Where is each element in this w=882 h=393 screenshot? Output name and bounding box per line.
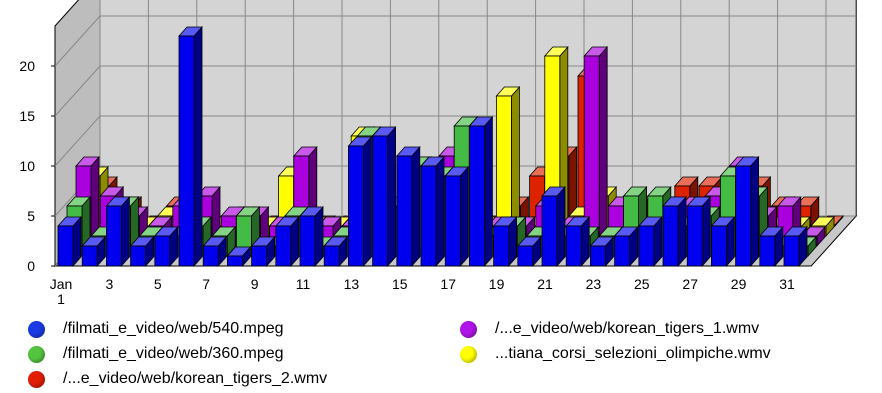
bar (371, 125, 397, 268)
x-tick-label: 15 (392, 276, 408, 292)
bar (250, 235, 276, 268)
bar (637, 215, 663, 268)
legend-item-korean-tigers-2: /...e_video/web/korean_tigers_2.wmv (28, 367, 327, 391)
x-axis-ticks: Jan 1 3 5 7 9 11 13 15 17 19 21 23 25 27 29 31 (50, 276, 795, 307)
x-tick-label: 19 (489, 276, 505, 292)
bar (734, 155, 760, 268)
y-axis-ticks: 0 5 10 15 20 (19, 58, 55, 274)
bar (492, 215, 518, 268)
legend-label: /...e_video/web/korean_tigers_2.wmv (63, 370, 328, 387)
grid-line-side (54, 115, 101, 167)
bar (129, 235, 155, 268)
bar (420, 155, 445, 268)
bar (395, 145, 421, 268)
bar (274, 215, 300, 268)
x-tick-label: 3 (106, 276, 114, 292)
x-tick-label: 23 (586, 276, 602, 292)
bar (495, 85, 521, 238)
bar (81, 235, 107, 268)
legend-label: /...e_video/web/korean_tigers_1.wmv (495, 320, 760, 337)
bar (178, 25, 203, 268)
bar (686, 195, 712, 268)
legend-label: ...tiana_corsi_selezioni_olimpiche.wmv (495, 345, 771, 362)
bar (444, 165, 470, 268)
bar (516, 235, 542, 268)
legend-swatch-icon (460, 320, 477, 338)
x-tick-label: 13 (344, 276, 360, 292)
y-tick-label: 20 (19, 58, 35, 74)
y-tick-label: 15 (19, 108, 35, 124)
legend-swatch-icon (460, 345, 477, 363)
legend: /filmati_e_video/web/540.mpeg /...e_vide… (0, 316, 882, 393)
bar (153, 225, 179, 268)
bars (57, 25, 844, 268)
x-tick-label: 21 (537, 276, 553, 292)
x-tick-label: 31 (779, 276, 795, 292)
bar (583, 45, 609, 248)
bar (758, 225, 784, 268)
bar (613, 225, 639, 268)
legend-label: /filmati_e_video/web/540.mpeg (63, 320, 284, 337)
y-tick-label: 10 (19, 158, 35, 174)
x-tick-label: 5 (154, 276, 162, 292)
legend-label: /filmati_e_video/web/360.mpeg (63, 345, 284, 362)
x-tick-label: 7 (202, 276, 210, 292)
grid-line-side (54, 15, 101, 67)
x-tick-label: 25 (634, 276, 650, 292)
bar (105, 195, 131, 268)
bar (202, 235, 228, 268)
bar (710, 215, 736, 268)
x-tick-label: 29 (731, 276, 747, 292)
bar (565, 215, 591, 268)
chart-plot: 0 5 10 15 20 Jan 1 3 5 7 9 11 13 15 17 19 21 23 25 27 29 31 (19, 0, 858, 307)
y-tick-label: 0 (27, 258, 35, 274)
legend-item-360-mpeg: /filmati_e_video/web/360.mpeg (28, 342, 284, 366)
bar (468, 115, 494, 268)
bar (226, 245, 252, 268)
bar (589, 235, 615, 268)
bar (323, 235, 349, 268)
legend-item-540-mpeg: /filmati_e_video/web/540.mpeg (28, 317, 284, 341)
x-tick-label: 27 (682, 276, 698, 292)
bar (347, 135, 373, 268)
bar (541, 185, 566, 268)
legend-item-korean-tigers-1: /...e_video/web/korean_tigers_1.wmv (460, 317, 759, 341)
legend-item-selezioni-olimpiche: ...tiana_corsi_selezioni_olimpiche.wmv (460, 342, 771, 366)
grid-line-side (54, 65, 101, 117)
x-tick-label: 9 (251, 276, 259, 292)
legend-swatch-icon (28, 345, 45, 363)
bar (299, 205, 324, 268)
x-tick-label: 17 (440, 276, 456, 292)
x-tick-label: Jan 1 (50, 276, 73, 307)
bar (662, 195, 687, 268)
bar (783, 225, 808, 268)
bar (57, 215, 82, 268)
y-tick-label: 5 (27, 208, 35, 224)
x-tick-label: 11 (296, 276, 311, 292)
legend-swatch-icon (28, 320, 45, 338)
legend-swatch-icon (28, 370, 45, 388)
